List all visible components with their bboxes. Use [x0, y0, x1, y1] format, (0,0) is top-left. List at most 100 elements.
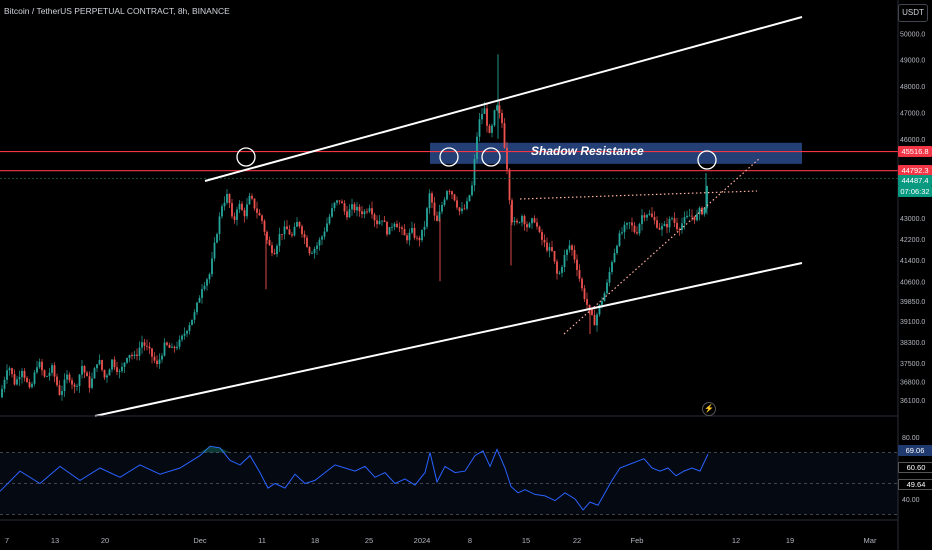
candle-body	[41, 361, 43, 371]
candle-body	[533, 218, 536, 223]
candle-body	[191, 319, 193, 326]
candle-body	[198, 297, 201, 303]
candle-body	[333, 202, 336, 209]
candle-body	[338, 200, 341, 202]
candle-body	[611, 261, 613, 272]
candle-body	[116, 367, 118, 373]
price-tick-label: 36800.0	[900, 380, 925, 387]
rsi-line	[0, 445, 709, 511]
candle-body	[221, 206, 223, 217]
candle-body	[531, 218, 533, 224]
price-tick-label: 37500.0	[900, 361, 925, 368]
time-tick-label: 18	[311, 536, 319, 545]
candle-body	[563, 255, 566, 268]
candle-body	[138, 347, 141, 356]
candle-body	[693, 216, 696, 221]
candle-body	[293, 226, 296, 236]
candle-body	[413, 227, 416, 238]
rejection-circle	[439, 147, 459, 167]
candle-body	[373, 214, 376, 221]
candle-body	[23, 370, 26, 378]
candle-body	[451, 191, 453, 195]
candle-body	[371, 208, 373, 215]
candle-body	[666, 223, 668, 228]
candle-body	[236, 209, 238, 220]
candle-body	[118, 371, 121, 373]
candle-body	[528, 223, 531, 228]
time-tick-label: 13	[51, 536, 59, 545]
rsi-pane: 80.00 40.00	[0, 435, 920, 515]
candle-body	[173, 346, 176, 349]
candle-body	[21, 370, 23, 378]
candle-body	[478, 119, 481, 137]
candle-body	[176, 346, 178, 349]
candle-body	[126, 358, 128, 363]
candle-body	[151, 348, 153, 357]
candle-body	[491, 125, 493, 133]
candle-body	[466, 201, 468, 209]
candle-body	[1, 388, 3, 398]
candle-body	[686, 215, 688, 218]
candle-body	[486, 108, 488, 126]
candle-body	[141, 342, 143, 348]
price-tick-label: 39850.0	[900, 299, 925, 306]
candle-body	[366, 211, 368, 213]
candle-body	[271, 245, 273, 254]
time-tick-label: 12	[732, 536, 740, 545]
candle-body	[673, 218, 676, 223]
candle-body	[351, 204, 353, 210]
candle-body	[513, 220, 516, 223]
candle-body	[456, 200, 458, 208]
candle-body	[48, 372, 51, 377]
candle-body	[186, 330, 188, 334]
candle-body	[498, 105, 501, 113]
candle-body	[356, 206, 358, 211]
candle-body	[403, 228, 406, 236]
candle-body	[33, 372, 36, 384]
candle-body	[233, 216, 236, 220]
candle-body	[503, 123, 506, 148]
candle-body	[571, 245, 573, 251]
candle-body	[653, 216, 656, 221]
resistance-zone-rect	[430, 142, 802, 164]
candle-body	[206, 279, 208, 286]
candle-body	[588, 304, 591, 309]
candle-body	[558, 272, 561, 274]
candle-body	[46, 376, 48, 378]
time-tick-label: Mar	[864, 536, 877, 545]
candle-body	[291, 234, 293, 236]
candle-body	[438, 211, 441, 222]
candle-body	[623, 224, 626, 233]
candle-body	[178, 339, 181, 347]
symbol-title[interactable]: Bitcoin / TetherUS PERPETUAL CONTRACT, 8…	[4, 6, 230, 16]
candle-body	[468, 195, 471, 202]
candle-body	[481, 114, 483, 120]
candle-body	[78, 374, 81, 387]
candles	[1, 54, 708, 401]
candle-body	[163, 342, 166, 356]
candle-body	[303, 234, 306, 238]
candle-body	[678, 229, 681, 231]
candle-body	[543, 239, 546, 243]
candle-body	[311, 253, 313, 254]
candle-body	[616, 245, 618, 254]
candle-body	[471, 185, 473, 196]
candle-body	[16, 379, 18, 385]
candle-body	[83, 366, 86, 373]
currency-button[interactable]: USDT	[898, 4, 928, 22]
candle-body	[626, 223, 628, 225]
candle-body	[101, 360, 103, 370]
candle-body	[156, 360, 158, 364]
candle-body	[58, 385, 61, 395]
candle-body	[146, 345, 148, 347]
candle-body	[496, 105, 498, 111]
candle-body	[561, 267, 563, 273]
candle-body	[408, 232, 411, 241]
candle-body	[388, 227, 391, 235]
candle-body	[51, 365, 53, 373]
candle-body	[111, 359, 113, 370]
candle-body	[476, 136, 478, 160]
lightning-icon[interactable]: ⚡	[702, 402, 716, 416]
